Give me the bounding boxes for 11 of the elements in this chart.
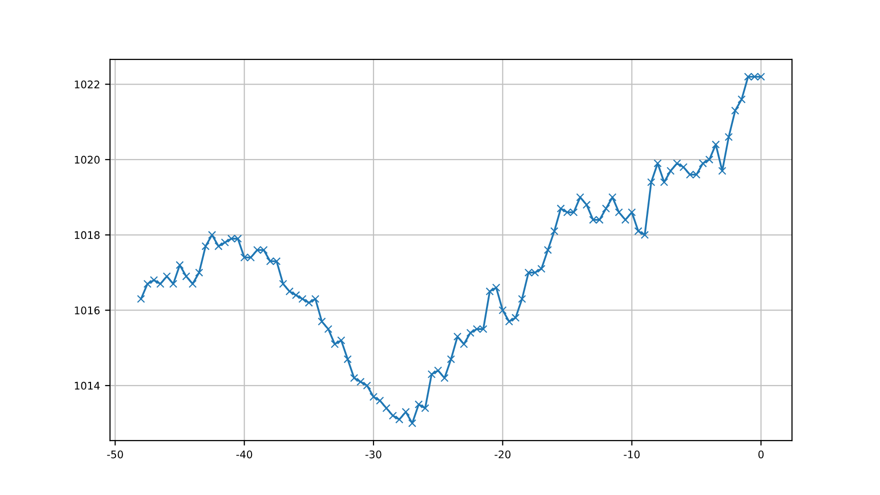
x-tick-label: 0 [758, 450, 764, 458]
x-tick-label: -10 [624, 450, 640, 458]
y-tick-label: 1020 [74, 156, 100, 164]
x-tick-label: -30 [366, 450, 382, 458]
x-tick-label: -40 [236, 450, 252, 458]
x-tick-label: -50 [107, 450, 123, 458]
x-tick-label: -20 [494, 450, 510, 458]
y-tick-label: 1018 [74, 231, 100, 240]
y-tick-label: 1016 [74, 306, 100, 314]
y-tick-label: 1014 [74, 382, 100, 390]
y-tick-label: 1022 [74, 80, 100, 88]
